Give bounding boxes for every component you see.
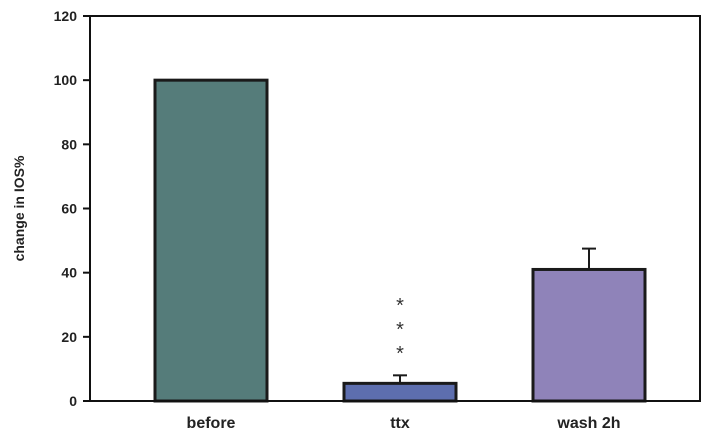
bar-ttx bbox=[342, 381, 458, 403]
significance-asterisk: * bbox=[396, 319, 404, 341]
y-tick-label: 0 bbox=[69, 393, 77, 409]
plot-frame bbox=[89, 15, 701, 402]
y-axis-ticks: 0 20 40 60 80 100 120 bbox=[54, 8, 90, 409]
bar-wash-2h bbox=[531, 267, 647, 403]
y-tick-label: 80 bbox=[61, 136, 77, 152]
x-category-label: before bbox=[187, 415, 236, 432]
bar-before bbox=[153, 78, 269, 403]
x-category-label: ttx bbox=[390, 415, 410, 432]
error-bars bbox=[393, 247, 596, 384]
significance-asterisk: * bbox=[396, 295, 404, 317]
y-tick-label: 100 bbox=[54, 72, 78, 88]
x-category-label: wash 2h bbox=[556, 415, 620, 432]
y-tick-label: 40 bbox=[61, 265, 77, 281]
y-tick-label: 60 bbox=[61, 201, 77, 217]
y-tick-label: 20 bbox=[61, 329, 77, 345]
significance-annotations: *** bbox=[396, 295, 404, 365]
y-tick-label: 120 bbox=[54, 8, 78, 24]
x-axis-categories: before ttx wash 2h bbox=[187, 415, 621, 432]
significance-asterisk: * bbox=[396, 343, 404, 365]
y-axis-label: change in IOS% bbox=[11, 155, 27, 261]
